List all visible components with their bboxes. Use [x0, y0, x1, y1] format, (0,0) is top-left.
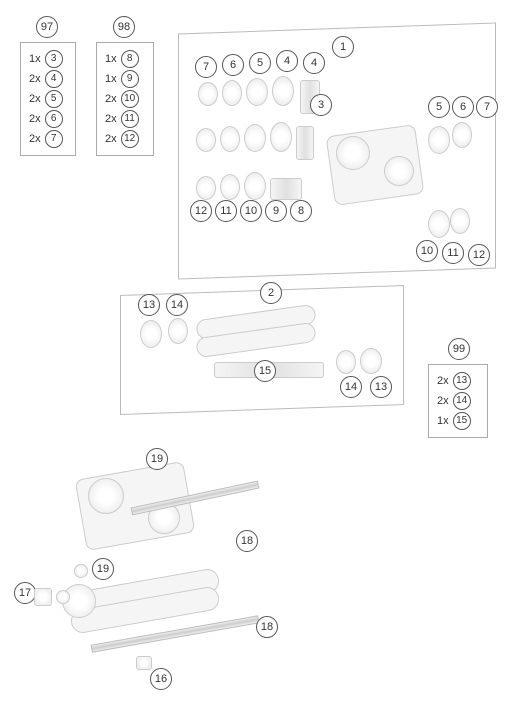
part-ring — [384, 156, 414, 186]
callout-9: 9 — [265, 200, 287, 222]
part-ring — [246, 78, 268, 106]
kit-box-97: 1x3 2x4 2x5 2x6 2x7 — [20, 42, 76, 156]
ref-circle: 3 — [45, 50, 63, 68]
qty: 1x — [29, 49, 41, 69]
callout-10r: 10 — [416, 240, 438, 262]
part-ring — [272, 76, 294, 106]
part-ring — [450, 208, 470, 234]
callout-16: 16 — [150, 668, 172, 690]
ref-circle: 14 — [453, 392, 471, 410]
kit-header-98: 98 — [113, 16, 135, 38]
ref-circle: 10 — [121, 90, 139, 108]
part-cylinder — [270, 178, 302, 200]
callout-13r: 13 — [370, 376, 392, 398]
part-ring — [270, 122, 292, 152]
callout-3: 3 — [310, 94, 332, 116]
callout-1: 1 — [332, 36, 354, 58]
callout-11r: 11 — [442, 242, 464, 264]
washer — [56, 590, 70, 604]
callout-4b: 4 — [303, 52, 325, 74]
qty: 2x — [29, 69, 41, 89]
nut — [34, 588, 52, 606]
part-cylinder — [296, 126, 314, 160]
ref-circle: 12 — [121, 130, 139, 148]
qty: 1x — [105, 49, 117, 69]
callout-14r: 14 — [340, 376, 362, 398]
callout-12r: 12 — [468, 244, 490, 266]
ref-circle: 9 — [121, 70, 139, 88]
callout-19: 19 — [146, 448, 168, 470]
kit-header-99: 99 — [448, 338, 470, 360]
part-ring — [360, 348, 382, 374]
part-ring — [222, 80, 242, 106]
callout-15: 15 — [254, 360, 276, 382]
part-ring — [198, 82, 218, 106]
qty: 2x — [105, 129, 117, 149]
part-ring — [244, 124, 266, 152]
kit-header-97: 97 — [36, 16, 58, 38]
qty: 2x — [29, 129, 41, 149]
ref-circle: 4 — [45, 70, 63, 88]
callout-13: 13 — [138, 294, 160, 316]
ref-circle: 6 — [45, 110, 63, 128]
callout-17: 17 — [14, 582, 36, 604]
qty: 1x — [437, 411, 449, 431]
qty: 1x — [105, 69, 117, 89]
callout-18b: 18 — [256, 616, 278, 638]
callout-5r: 5 — [428, 96, 450, 118]
nut — [136, 656, 152, 670]
callout-6r: 6 — [452, 96, 474, 118]
part-ring — [452, 122, 472, 148]
callout-19b: 19 — [92, 558, 114, 580]
callout-11: 11 — [215, 200, 237, 222]
ref-circle: 8 — [121, 50, 139, 68]
qty: 2x — [29, 89, 41, 109]
part-ring — [88, 478, 124, 514]
ref-circle: 15 — [453, 412, 471, 430]
washer — [74, 564, 88, 578]
part-ring — [220, 126, 240, 152]
callout-18: 18 — [236, 530, 258, 552]
part-ring — [168, 318, 188, 344]
callout-5: 5 — [249, 52, 271, 74]
qty: 2x — [105, 109, 117, 129]
callout-12: 12 — [190, 200, 212, 222]
part-ring — [196, 128, 216, 152]
kit-box-98: 1x8 1x9 2x10 2x11 2x12 — [96, 42, 154, 156]
callout-2: 2 — [260, 282, 282, 304]
ref-circle: 13 — [453, 372, 471, 390]
callout-6: 6 — [222, 54, 244, 76]
part-ring — [140, 320, 162, 348]
part-ring — [196, 176, 216, 200]
part-ring — [220, 174, 240, 200]
callout-8: 8 — [290, 200, 312, 222]
qty: 2x — [29, 109, 41, 129]
part-ring — [428, 126, 450, 154]
kit-box-99: 2x13 2x14 1x15 — [428, 364, 488, 438]
ref-circle: 11 — [121, 110, 139, 128]
part-ring — [336, 136, 370, 170]
qty: 2x — [437, 371, 449, 391]
callout-14: 14 — [166, 294, 188, 316]
qty: 2x — [105, 89, 117, 109]
ref-circle: 5 — [45, 90, 63, 108]
panel-assembly-2 — [120, 285, 404, 415]
callout-10: 10 — [240, 200, 262, 222]
callout-4: 4 — [276, 50, 298, 72]
part-ring — [244, 172, 266, 200]
qty: 2x — [437, 391, 449, 411]
part-ring — [428, 210, 450, 238]
callout-7: 7 — [195, 56, 217, 78]
callout-7r: 7 — [476, 96, 498, 118]
ref-circle: 7 — [45, 130, 63, 148]
part-ring — [336, 350, 356, 374]
